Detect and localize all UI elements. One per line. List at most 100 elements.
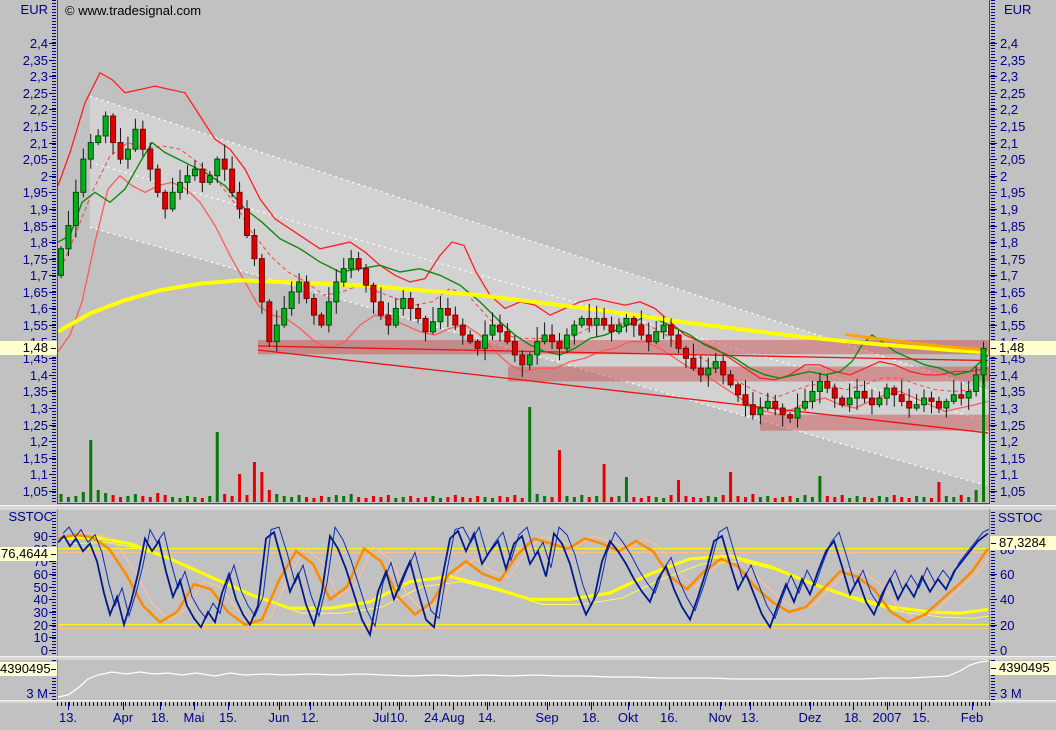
- main-price-panel[interactable]: [57, 0, 990, 503]
- axis-tick: [990, 650, 997, 651]
- axis-tick: [49, 242, 56, 244]
- tick-dash: [51, 554, 56, 555]
- price-axis-unit-right: EUR: [1004, 2, 1032, 17]
- axis-tick: [49, 275, 56, 277]
- time-tick-label: 15.: [218, 710, 238, 725]
- stoch-tick-label: 0: [40, 643, 48, 658]
- volume-value-tag-left: 4390495: [0, 662, 57, 676]
- time-tick-label: Jun: [268, 710, 290, 725]
- main-axis-line-left: [57, 0, 58, 504]
- axis-tick: [49, 624, 56, 626]
- stoch-tick-label: 90: [33, 529, 48, 544]
- axis-tick: [990, 175, 997, 177]
- price-tick-label: 1,7: [29, 268, 48, 284]
- time-tick-label: 12.: [300, 710, 320, 725]
- axis-tick: [990, 109, 997, 111]
- volume-current-value: 4390495: [0, 661, 51, 676]
- axis-tick: [279, 702, 280, 710]
- price-tick-label: 1,45: [22, 351, 48, 367]
- price-tick-label: 1,55: [22, 318, 48, 334]
- axis-tick: [49, 574, 56, 575]
- axis-tick: [921, 702, 922, 710]
- price-tick-label: 1,6: [1000, 301, 1019, 317]
- axis-tick: [990, 374, 997, 376]
- axis-tick: [49, 650, 56, 651]
- time-tick-label: Jul: [372, 710, 390, 725]
- stoch-tick-label: 40: [33, 592, 48, 608]
- axis-tick: [49, 308, 56, 310]
- axis-tick: [433, 702, 434, 710]
- stoch-border-left: [57, 509, 58, 656]
- axis-tick: [68, 702, 69, 710]
- stoch-panel-title-right: SSTOC: [998, 510, 1043, 525]
- axis-tick: [453, 702, 454, 710]
- axis-tick: [49, 474, 56, 476]
- time-tick-label: 13.: [58, 710, 78, 725]
- main-border-bottom: [57, 503, 990, 504]
- volume-scale-label-left: 3 M: [26, 686, 48, 701]
- time-tick-label: Sep: [535, 710, 559, 725]
- time-tick-label: 18.: [843, 710, 863, 725]
- tick-dash: [991, 348, 996, 349]
- price-tick-label: 2,05: [1000, 152, 1026, 168]
- axis-tick: [990, 457, 997, 459]
- price-tick-label: 2,3: [1000, 69, 1019, 85]
- time-tick-label: 18.: [581, 710, 601, 725]
- axis-tick: [49, 175, 56, 177]
- stoch-tick-label: 20: [33, 617, 48, 633]
- axis-tick: [990, 574, 997, 575]
- axis-tick: [990, 491, 997, 492]
- price-tick-label: 2,25: [1000, 85, 1026, 101]
- axis-tick: [853, 702, 854, 710]
- time-tick-label: 10.: [389, 710, 409, 725]
- price-tick-label: 1,4: [1000, 367, 1019, 383]
- stoch-tick-label: 20: [1000, 617, 1015, 633]
- price-tick-label: 2,2: [1000, 102, 1019, 118]
- axis-tick: [49, 441, 56, 443]
- price-tick-label: 1,45: [1000, 351, 1026, 367]
- price-tick-label: 2,4: [1000, 36, 1019, 51]
- axis-tick: [123, 702, 124, 710]
- axis-tick: [228, 702, 229, 710]
- axis-tick: [990, 142, 997, 144]
- axis-tick: [49, 291, 56, 293]
- price-tick-label: 1,35: [22, 384, 48, 400]
- price-tick-label: 1,35: [1000, 384, 1026, 400]
- volume-border-right: [989, 659, 990, 700]
- price-tick-label: 2,2: [29, 102, 48, 118]
- axis-tick: [49, 491, 56, 492]
- time-tick-label: 24.: [423, 710, 443, 725]
- price-tick-label: 1,6: [29, 301, 48, 317]
- axis-tick: [990, 258, 997, 260]
- axis-tick: [49, 325, 56, 327]
- axis-tick: [990, 208, 997, 210]
- volume-border-left: [57, 659, 58, 700]
- axis-tick: [310, 702, 311, 710]
- price-tick-label: 1,8: [29, 235, 48, 251]
- time-tick-label: Feb: [960, 710, 984, 725]
- time-tick-label: Dez: [798, 710, 822, 725]
- axis-tick: [628, 702, 629, 710]
- price-tick-label: 1,95: [22, 185, 48, 201]
- price-tick-label: 1,2: [1000, 434, 1019, 450]
- price-tick-label: 1,9: [29, 201, 48, 217]
- tick-dash: [51, 669, 56, 670]
- stochastic-panel[interactable]: [57, 509, 990, 656]
- volume-panel[interactable]: [57, 659, 990, 700]
- current-price-tag-left: 1,48: [0, 341, 57, 355]
- price-tick-label: 1,1: [1000, 467, 1019, 483]
- stoch-minor-ticks-left: [52, 512, 56, 654]
- axis-tick: [810, 702, 811, 710]
- axis-tick: [990, 599, 997, 601]
- axis-tick: [669, 702, 670, 710]
- axis-tick: [160, 702, 161, 710]
- axis-tick: [990, 358, 997, 360]
- stoch-tick-label: 0: [1000, 643, 1008, 658]
- price-tick-label: 1,75: [22, 251, 48, 267]
- stoch-minor-ticks-right: [991, 512, 995, 654]
- axis-tick: [990, 242, 997, 244]
- price-tick-label: 1,65: [1000, 284, 1026, 300]
- stoch-tick-label: 60: [33, 567, 48, 582]
- axis-tick: [49, 408, 56, 410]
